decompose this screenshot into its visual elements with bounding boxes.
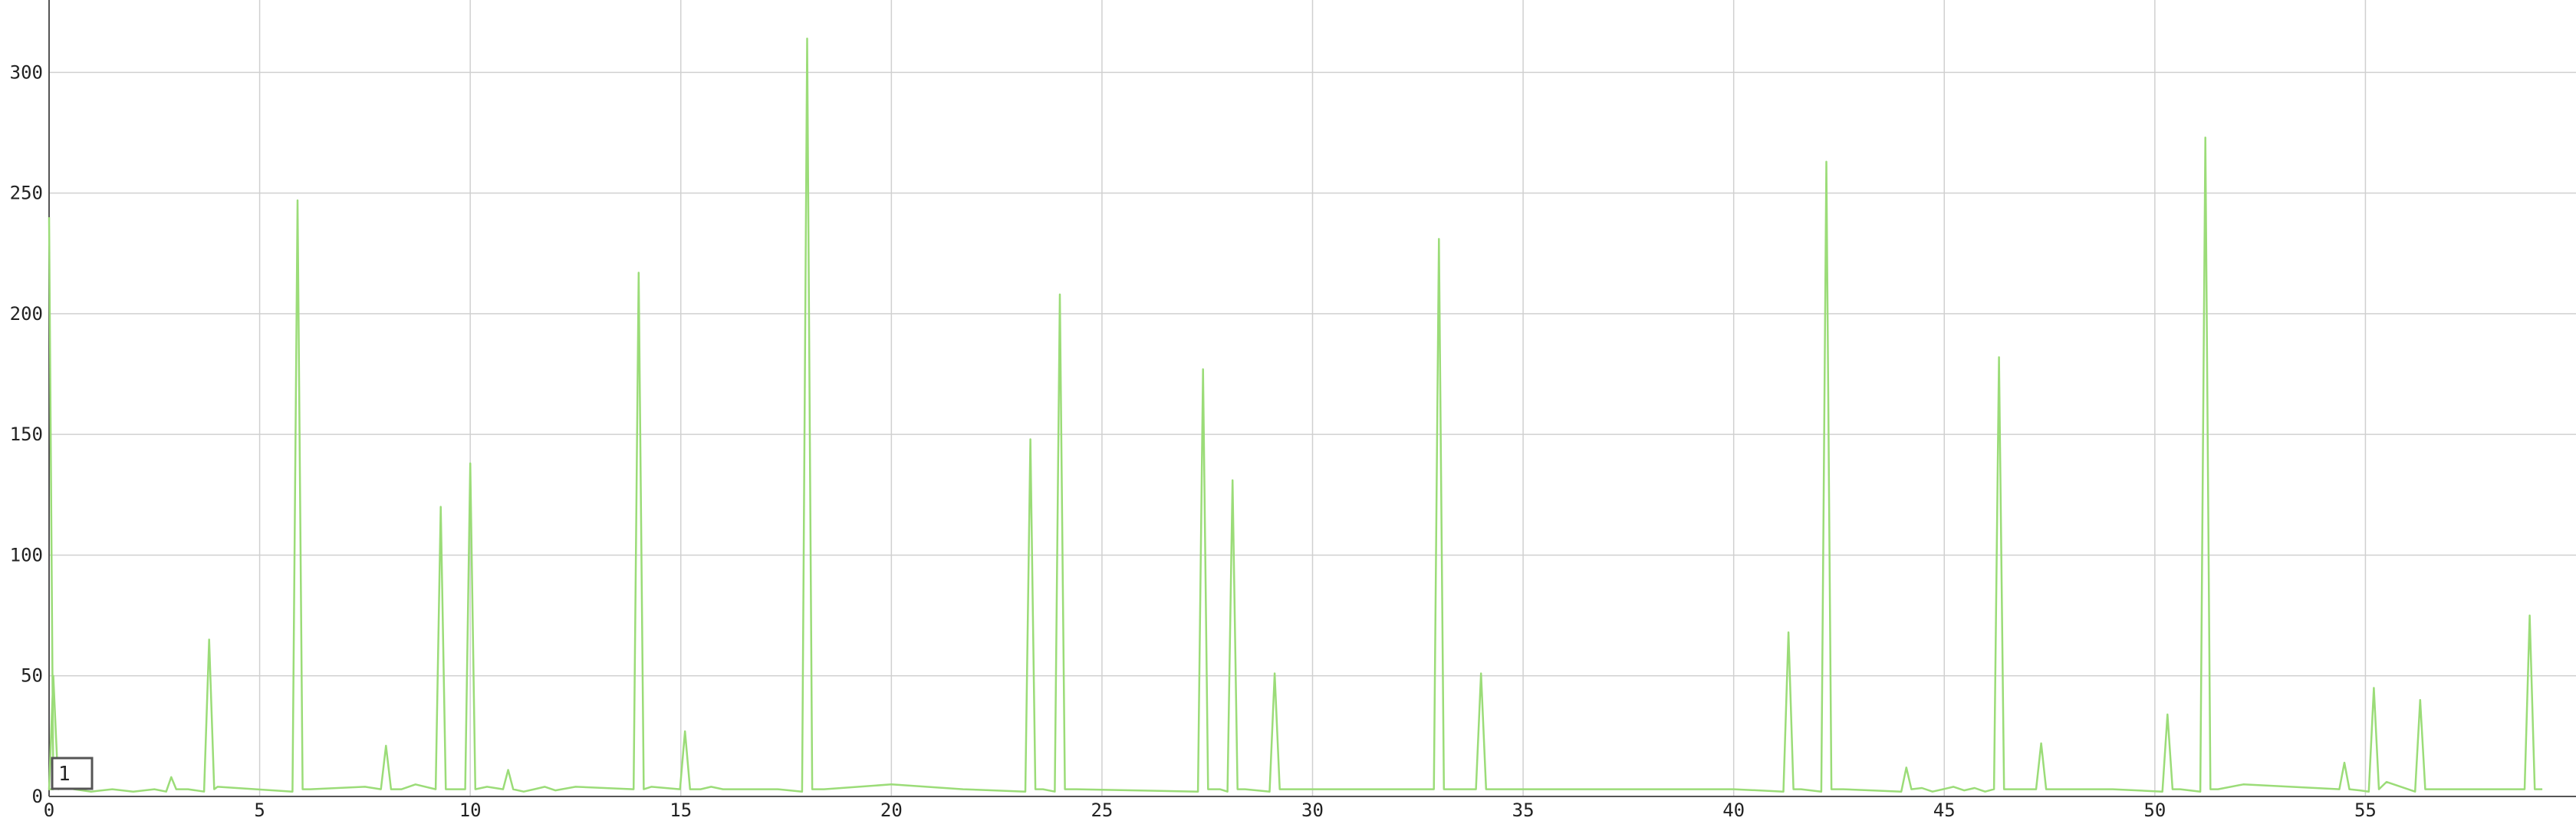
x-tick-label: 35: [1512, 800, 1535, 821]
y-tick-label: 100: [10, 544, 43, 565]
x-tick-label: 25: [1091, 800, 1113, 821]
y-tick-label: 150: [10, 424, 43, 445]
series-layer: [48, 38, 2543, 793]
x-tick-label: 30: [1301, 800, 1324, 821]
x-tick-label: 20: [880, 800, 903, 821]
x-tick-label: 0: [44, 800, 54, 821]
legend-label: 1: [58, 763, 71, 786]
x-tick-label: 15: [669, 800, 692, 821]
y-tick-label: 200: [10, 303, 43, 325]
x-tick-label: 10: [459, 800, 482, 821]
x-tick-label: 45: [1933, 800, 1956, 821]
x-tick-label: 40: [1722, 800, 1745, 821]
x-tick-label: 50: [2143, 800, 2166, 821]
x-tick-label: 55: [2354, 800, 2377, 821]
y-tick-label: 300: [10, 61, 43, 83]
legend: 1: [51, 757, 94, 790]
y-tick-label: 0: [32, 786, 43, 807]
grid: [49, 0, 2576, 796]
x-tick-label: 5: [254, 800, 265, 821]
y-tick-label: 250: [10, 183, 43, 204]
legend-box: [51, 757, 94, 790]
axes: [48, 0, 2576, 797]
series-line: [48, 38, 2543, 793]
y-tick-label: 50: [21, 665, 43, 687]
tick-labels: 0 5 10 15 20 25 30 35 40 45 50 55 0 50 100 150 200 250 300: [10, 61, 2377, 821]
